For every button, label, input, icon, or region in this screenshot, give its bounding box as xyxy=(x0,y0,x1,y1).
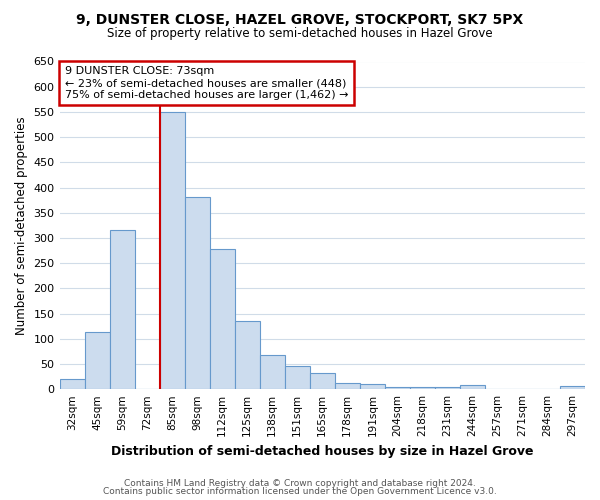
Bar xyxy=(435,387,460,389)
Bar xyxy=(460,385,485,389)
Bar xyxy=(560,386,585,389)
Bar xyxy=(110,230,134,389)
Bar xyxy=(85,332,110,389)
Bar xyxy=(260,355,285,389)
Bar xyxy=(59,379,85,389)
Text: Contains public sector information licensed under the Open Government Licence v3: Contains public sector information licen… xyxy=(103,487,497,496)
Bar xyxy=(310,372,335,389)
Y-axis label: Number of semi-detached properties: Number of semi-detached properties xyxy=(15,116,28,334)
Bar xyxy=(185,196,209,389)
X-axis label: Distribution of semi-detached houses by size in Hazel Grove: Distribution of semi-detached houses by … xyxy=(111,444,533,458)
Bar xyxy=(235,320,260,389)
Text: 9 DUNSTER CLOSE: 73sqm
← 23% of semi-detached houses are smaller (448)
75% of se: 9 DUNSTER CLOSE: 73sqm ← 23% of semi-det… xyxy=(65,66,348,100)
Text: Contains HM Land Registry data © Crown copyright and database right 2024.: Contains HM Land Registry data © Crown c… xyxy=(124,478,476,488)
Bar xyxy=(360,384,385,389)
Bar xyxy=(285,366,310,389)
Bar xyxy=(385,387,410,389)
Bar xyxy=(209,249,235,389)
Bar xyxy=(410,387,435,389)
Bar xyxy=(335,382,360,389)
Bar xyxy=(160,112,185,389)
Text: 9, DUNSTER CLOSE, HAZEL GROVE, STOCKPORT, SK7 5PX: 9, DUNSTER CLOSE, HAZEL GROVE, STOCKPORT… xyxy=(76,12,524,26)
Text: Size of property relative to semi-detached houses in Hazel Grove: Size of property relative to semi-detach… xyxy=(107,28,493,40)
